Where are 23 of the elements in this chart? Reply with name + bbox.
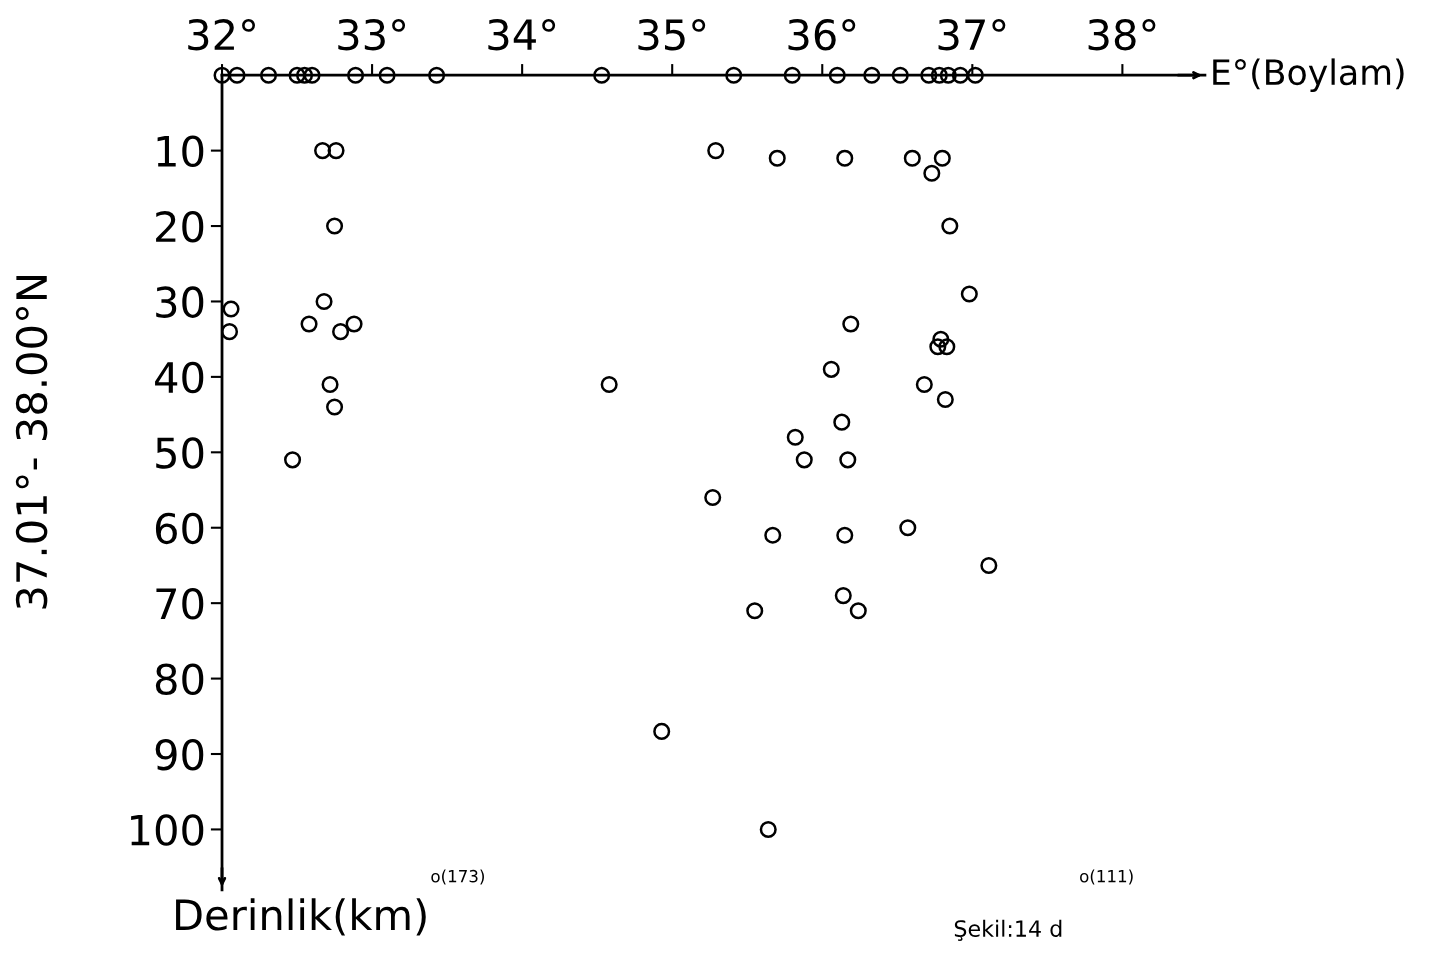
y-tick-label: 80 — [155, 663, 204, 696]
text: 37.01°- 38.00°N — [15, 276, 48, 609]
text: Şekil:14 d — [954, 919, 1062, 941]
y-tick-label: 40 — [155, 361, 204, 394]
x-axis-title: E°(Boylam) — [1213, 58, 1404, 92]
y-tick-label: 20 — [156, 210, 204, 243]
x-tick-label: 35° — [638, 18, 706, 51]
x-tick-label: 32° — [188, 18, 255, 51]
x-tick-label: 33° — [338, 18, 406, 51]
y-tick-label: 70 — [156, 588, 204, 620]
y-tick-label: 10 — [157, 135, 204, 168]
y-tick-label: 100 — [131, 814, 204, 846]
annotation: o(173) — [431, 869, 484, 885]
x-tick-label: 36° — [788, 18, 856, 51]
y-tick-label: 90 — [155, 738, 204, 771]
annotation: o(111) — [1080, 869, 1133, 885]
x-tick-label: 34° — [488, 18, 556, 51]
x-tick-label: 37° — [938, 18, 1006, 51]
y-tick-label: 60 — [155, 512, 204, 545]
y-tick-label: 30 — [156, 286, 204, 318]
y-axis-title: Derinlik(km) — [176, 898, 426, 936]
x-tick-label: 38° — [1088, 18, 1156, 51]
y-tick-label: 50 — [156, 437, 204, 469]
